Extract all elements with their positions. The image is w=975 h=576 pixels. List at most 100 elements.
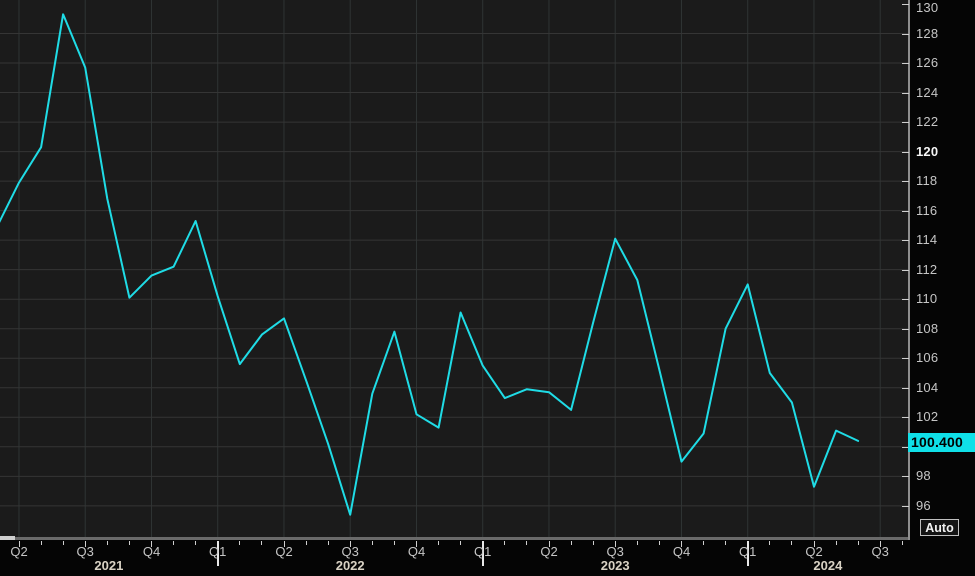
- price-line: [0, 13, 860, 516]
- x-axis-month-tick: [636, 541, 638, 545]
- plot-background: [0, 0, 908, 538]
- x-axis-month-tick: [84, 541, 86, 547]
- y-axis-tick: [902, 506, 909, 507]
- x-axis-month-tick: [460, 541, 462, 545]
- x-axis-quarter-label: Q2: [805, 544, 823, 559]
- x-axis-quarter-label: Q3: [341, 544, 359, 559]
- x-axis-month-tick: [349, 541, 351, 547]
- x-axis-month-tick: [18, 541, 20, 547]
- x-axis-year-label: 2023: [600, 558, 630, 573]
- x-axis-month-tick: [548, 541, 550, 547]
- x-axis-year-label: 2021: [94, 558, 124, 573]
- y-axis-label: 106: [916, 350, 939, 365]
- x-axis-month-tick: [570, 541, 572, 545]
- y-axis-tick: [902, 63, 909, 64]
- x-axis-quarter-label: Q4: [142, 544, 161, 559]
- x-axis-month-tick: [526, 541, 528, 545]
- x-axis-quarter-label: Q2: [540, 544, 558, 559]
- y-axis-label: 130: [916, 0, 939, 15]
- y-axis-tick: [902, 476, 909, 477]
- y-axis-label: 122: [916, 114, 939, 129]
- y-axis-tick: [902, 240, 909, 241]
- y-axis-tick: [902, 417, 909, 418]
- x-axis-month-tick: [504, 541, 506, 545]
- x-axis-month-tick: [261, 541, 263, 545]
- x-axis-month-tick: [327, 541, 329, 545]
- y-axis-line: [908, 0, 910, 540]
- x-axis-month-tick: [681, 541, 682, 547]
- x-axis-month-tick: [195, 541, 197, 545]
- x-axis-line: [0, 537, 908, 540]
- x-axis-year-label: 2022: [335, 558, 365, 573]
- x-axis-quarter-label: Q4: [407, 544, 426, 559]
- y-axis-tick: [902, 299, 909, 300]
- y-axis-label: 102: [916, 409, 939, 424]
- y-axis-label: 96: [916, 498, 931, 513]
- x-axis-month-tick: [879, 541, 881, 547]
- x-axis-month-tick: [305, 541, 307, 545]
- x-axis-quarter-label: Q1: [209, 544, 227, 559]
- y-axis-label: 124: [916, 85, 939, 100]
- x-axis-year-label: 2024: [813, 558, 843, 573]
- x-axis-month-tick: [40, 541, 42, 545]
- last-price-label: 100.400: [908, 433, 975, 452]
- y-axis-tick: [902, 388, 909, 389]
- x-axis-year-tick: [481, 541, 484, 566]
- x-axis-quarter-label: Q3: [871, 544, 889, 559]
- y-axis-tick: [902, 358, 909, 359]
- y-axis-tick: [902, 181, 909, 182]
- y-axis-tick: [902, 270, 909, 271]
- y-axis-label: 116: [916, 203, 938, 218]
- x-axis-month-tick: [791, 541, 793, 545]
- y-axis-label: 114: [916, 232, 938, 247]
- y-axis-label: 112: [916, 262, 938, 277]
- x-axis-month-tick: [371, 541, 373, 545]
- x-axis-month-tick: [438, 541, 440, 545]
- x-axis-month-tick: [658, 541, 660, 545]
- y-axis-tick: [902, 211, 909, 212]
- x-axis-month-tick: [151, 541, 152, 547]
- x-axis-quarter-label: Q3: [76, 544, 94, 559]
- x-axis-month-tick: [393, 541, 395, 545]
- x-axis-month-tick: [835, 541, 837, 545]
- x-axis-month-tick: [239, 541, 241, 545]
- x-axis-month-tick: [128, 541, 130, 545]
- x-axis-quarter-label: Q3: [606, 544, 624, 559]
- y-axis-label: 98: [916, 468, 931, 483]
- y-axis-label: 128: [916, 26, 939, 41]
- y-axis-tick: [902, 447, 909, 448]
- price-chart-plot-area[interactable]: [0, 0, 908, 538]
- auto-scale-button[interactable]: Auto: [920, 519, 959, 536]
- y-axis-tick: [902, 34, 909, 35]
- x-axis-quarter-label: Q1: [739, 544, 757, 559]
- x-axis-month-tick: [813, 541, 815, 547]
- x-axis-year-tick: [216, 541, 219, 566]
- x-axis-month-tick: [106, 541, 108, 545]
- x-axis-quarter-label: Q2: [275, 544, 293, 559]
- x-axis-month-tick: [592, 541, 594, 545]
- y-axis-tick: [902, 152, 909, 153]
- x-axis-month-tick: [62, 541, 64, 545]
- y-axis-label: 126: [916, 55, 939, 70]
- x-axis-month-tick: [857, 541, 859, 545]
- x-axis-month-tick: [614, 541, 616, 547]
- x-axis-quarter-label: Q1: [474, 544, 492, 559]
- y-axis-label: 104: [916, 380, 939, 395]
- x-axis-year-tick: [746, 541, 749, 566]
- x-axis-quarter-label: Q2: [10, 544, 28, 559]
- x-axis-month-tick: [703, 541, 705, 545]
- last-price-value: 100.400: [911, 434, 964, 450]
- x-axis-month-tick: [416, 541, 417, 547]
- y-axis-label: 110: [916, 291, 938, 306]
- y-axis-tick: [902, 329, 909, 330]
- y-axis-label: 118: [916, 173, 938, 188]
- scrollbar-thumb[interactable]: [0, 536, 15, 540]
- x-axis-month-tick: [173, 541, 175, 545]
- x-axis-month-tick: [725, 541, 727, 545]
- x-axis-month-tick: [901, 541, 903, 545]
- y-axis-tick: [902, 93, 909, 94]
- y-axis-label: 108: [916, 321, 939, 336]
- x-axis-month-tick: [283, 541, 285, 547]
- y-axis-tick: [902, 4, 909, 5]
